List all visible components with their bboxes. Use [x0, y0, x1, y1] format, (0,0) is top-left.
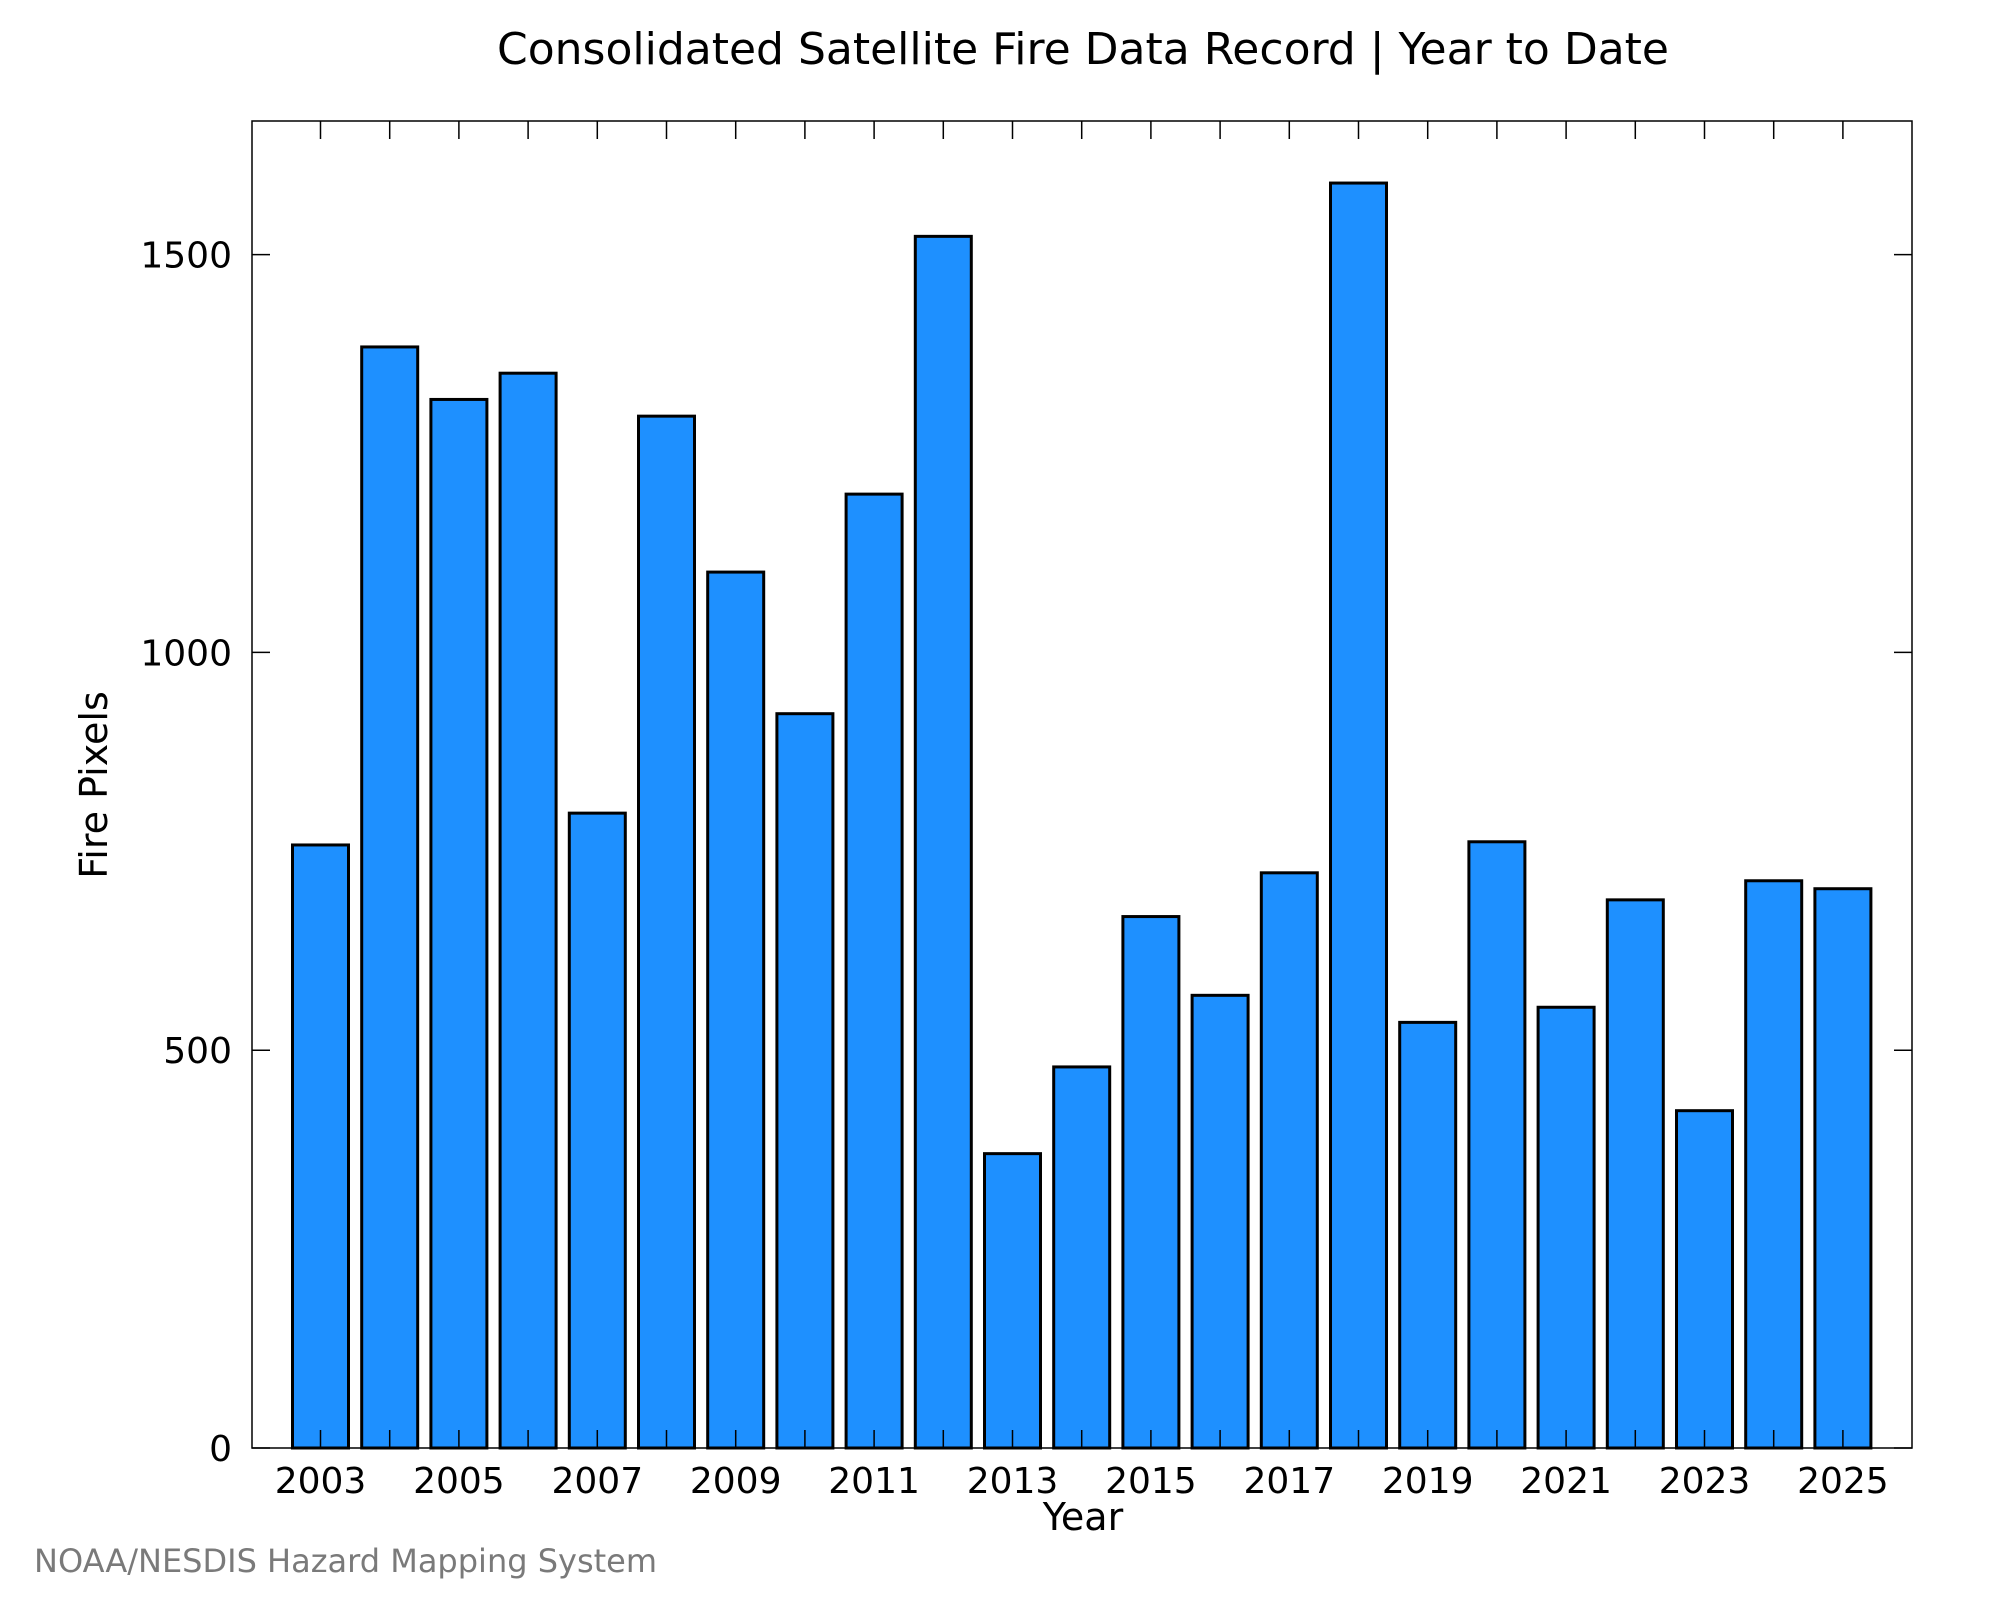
- bar-2010: [775, 712, 835, 1450]
- x-tick-label-2025: 2025: [1797, 1461, 1889, 1502]
- bar-2023: [1675, 1109, 1734, 1450]
- y-tick-label-0: 0: [209, 1429, 232, 1470]
- bar-2025: [1813, 887, 1873, 1450]
- y-tick-label-500: 500: [163, 1031, 232, 1072]
- bar-2005: [429, 397, 489, 1450]
- x-axis: 2003 2005 2007 2009 2011 2013 2015 2017 2019 2021…: [275, 121, 1889, 1502]
- bar-2016: [1190, 993, 1250, 1450]
- bar-2008: [637, 414, 696, 1450]
- y-axis-label: Fire Pixels: [72, 691, 116, 879]
- bar-2012: [913, 234, 973, 1450]
- bar-2021: [1536, 1005, 1596, 1450]
- x-tick-label-2021: 2021: [1520, 1461, 1612, 1502]
- bar-2004: [360, 345, 420, 1450]
- y-tick-label-1500: 1500: [140, 236, 232, 277]
- x-tick-label-2011: 2011: [828, 1461, 920, 1502]
- bar-2017: [1259, 871, 1319, 1450]
- bar-2006: [498, 371, 558, 1450]
- x-tick-label-2013: 2013: [967, 1461, 1059, 1502]
- chart-title: Consolidated Satellite Fire Data Record …: [497, 24, 1669, 75]
- x-tick-label-2009: 2009: [690, 1461, 782, 1502]
- bar-2020: [1467, 840, 1527, 1450]
- source-credit: NOAA/NESDIS Hazard Mapping System: [34, 1542, 657, 1580]
- bar-2013: [983, 1152, 1042, 1450]
- bar-2015: [1121, 915, 1181, 1450]
- x-tick-label-2005: 2005: [413, 1461, 505, 1502]
- bars-group: [291, 181, 1873, 1450]
- bar-2018: [1329, 181, 1388, 1450]
- bar-2003: [291, 843, 350, 1450]
- x-tick-label-2003: 2003: [275, 1461, 367, 1502]
- bar-2011: [844, 492, 904, 1450]
- bar-2009: [706, 570, 766, 1450]
- bar-2007: [567, 811, 627, 1450]
- plot-area: 0 500 1000 1500 2003 2005 2007 2009 2011 2013 201…: [140, 120, 1913, 1502]
- bar-2024: [1744, 879, 1804, 1450]
- bar-2022: [1605, 898, 1665, 1450]
- y-axis: 0 500 1000 1500: [140, 236, 1912, 1470]
- x-axis-label: Year: [1042, 1495, 1124, 1539]
- x-tick-label-2017: 2017: [1243, 1461, 1335, 1502]
- x-tick-label-2019: 2019: [1382, 1461, 1474, 1502]
- bar-2019: [1398, 1020, 1458, 1450]
- bar-2014: [1052, 1065, 1112, 1450]
- x-tick-label-2023: 2023: [1659, 1461, 1751, 1502]
- x-tick-label-2015: 2015: [1105, 1461, 1197, 1502]
- x-tick-label-2007: 2007: [551, 1461, 643, 1502]
- y-tick-label-1000: 1000: [140, 633, 232, 674]
